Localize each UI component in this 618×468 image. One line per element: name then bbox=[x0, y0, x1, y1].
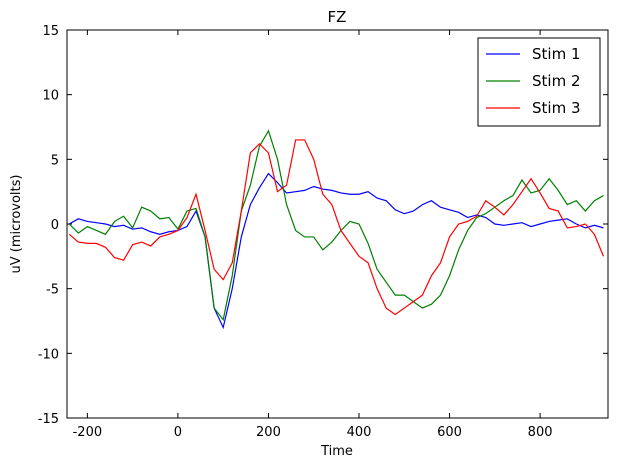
y-tick-label: -5 bbox=[46, 283, 59, 298]
x-tick-label: 600 bbox=[437, 425, 462, 440]
y-tick-label: -10 bbox=[38, 347, 59, 362]
chart-title: FZ bbox=[328, 8, 347, 26]
series-line bbox=[68, 139, 605, 316]
legend-box bbox=[477, 37, 601, 127]
x-tick-label: -200 bbox=[73, 425, 103, 440]
legend-label: Stim 2 bbox=[532, 72, 581, 90]
y-tick-label: 5 bbox=[51, 153, 59, 168]
x-tick-label: 800 bbox=[528, 425, 553, 440]
y-axis-label: uV (microvolts) bbox=[9, 175, 24, 274]
y-tick-label: 15 bbox=[42, 24, 59, 39]
x-tick-label: 200 bbox=[256, 425, 281, 440]
series-line bbox=[68, 172, 604, 330]
legend-label: Stim 1 bbox=[532, 45, 581, 63]
series-line bbox=[68, 129, 604, 322]
x-tick-label: 0 bbox=[174, 425, 182, 440]
x-tick-label: 400 bbox=[347, 425, 372, 440]
y-tick-label: 10 bbox=[42, 89, 59, 104]
legend-label: Stim 3 bbox=[532, 99, 581, 117]
x-axis-label: Time bbox=[320, 444, 353, 459]
y-tick-label: -15 bbox=[38, 412, 59, 427]
y-tick-label: 0 bbox=[51, 218, 59, 233]
plot-frame bbox=[66, 29, 609, 419]
